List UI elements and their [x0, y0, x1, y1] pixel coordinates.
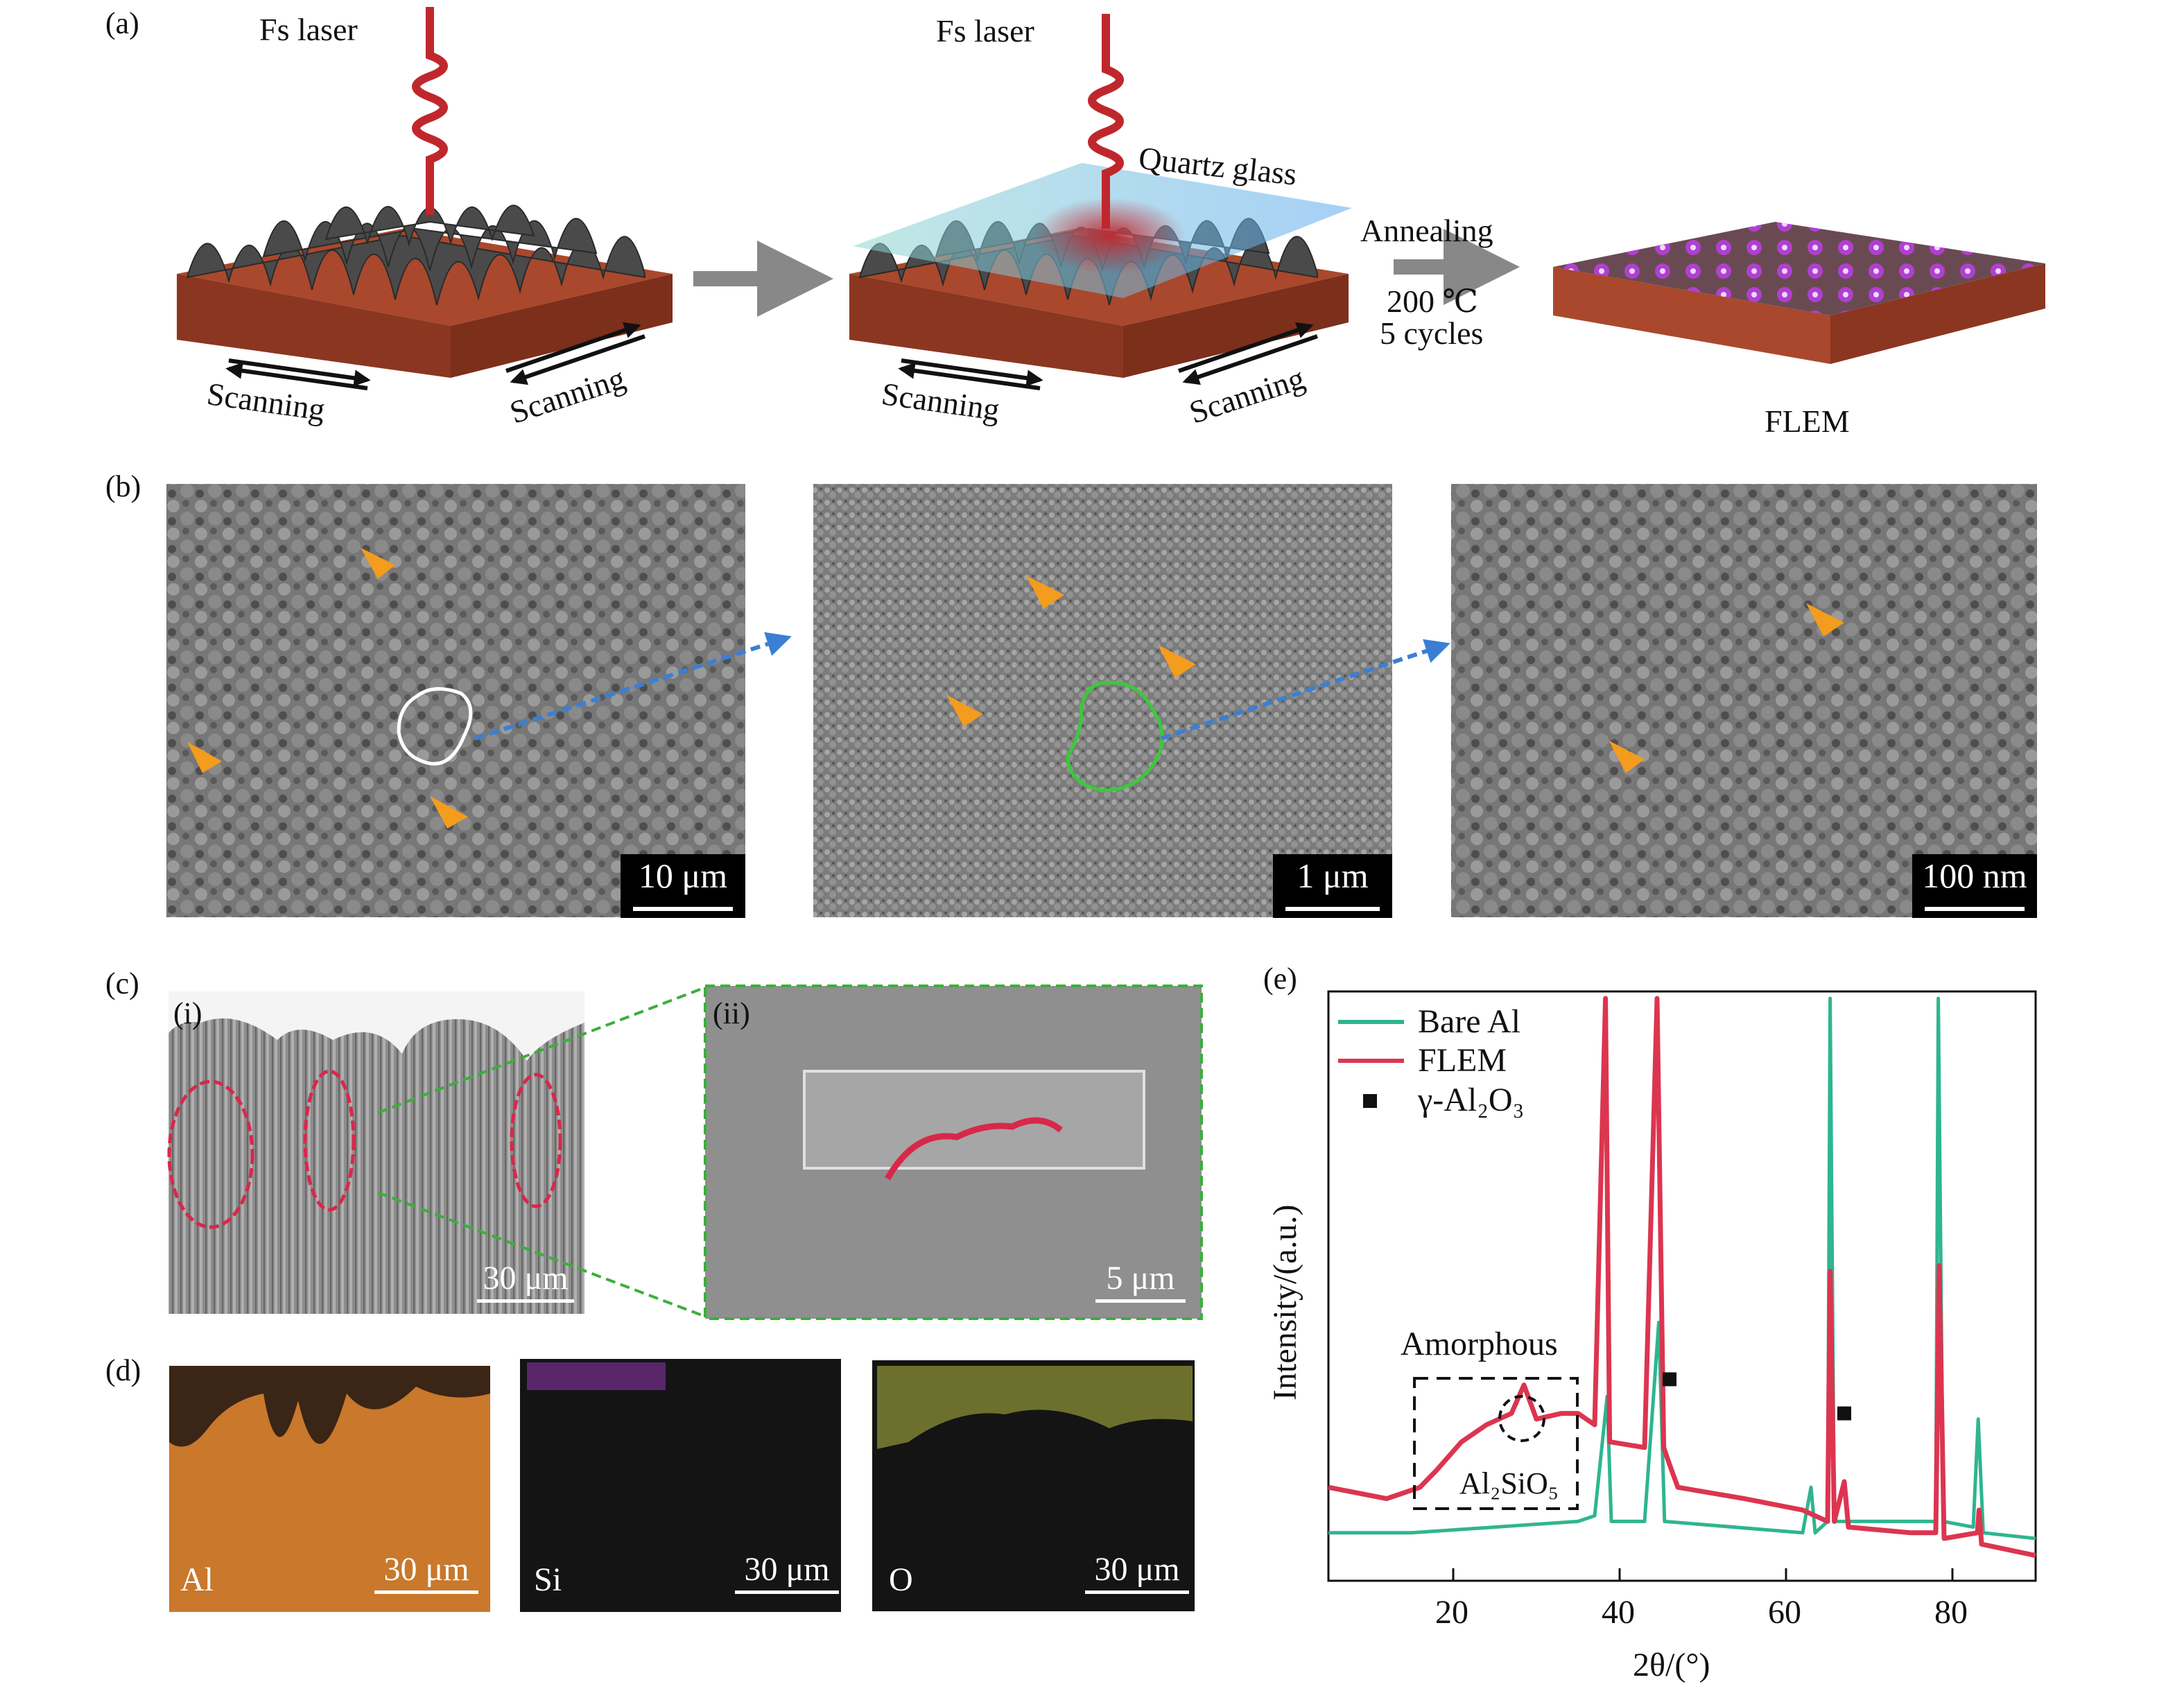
- eds-scale-o: 30 μm: [1085, 1553, 1189, 1594]
- annealing-label: Annealing: [1360, 213, 1493, 248]
- laser-beam-2: [1088, 14, 1124, 229]
- eds-label-si: Si: [534, 1561, 562, 1598]
- link-arrow-2: [1161, 639, 1450, 740]
- panel-a-block-2: [849, 163, 1352, 378]
- xrd-x-tick-label: 20: [1435, 1594, 1468, 1631]
- scan-arrows-1: [225, 322, 645, 390]
- sem-top-white: [168, 991, 584, 1061]
- xrd-ticks: [1452, 1568, 1954, 1581]
- scan-arrows-2: [898, 322, 1318, 390]
- xrd-plot-frame: [1327, 990, 2037, 1582]
- panel-label-c: (c): [105, 966, 139, 1000]
- scalebar-10um: 10 μm: [621, 854, 745, 918]
- scalebar-100nm: 100 nm: [1912, 854, 2037, 918]
- sem-image-100nm: [1451, 484, 2037, 917]
- outline-white: [397, 687, 473, 766]
- flem-label: FLEM: [1765, 404, 1850, 439]
- amorphous-box: [1413, 1377, 1579, 1510]
- xrd-x-tick-label: 60: [1768, 1594, 1801, 1631]
- panel-label-e: (e): [1263, 962, 1297, 996]
- scalebar-1um: 1 μm: [1273, 854, 1392, 918]
- xrd-series-line-flem: [1328, 996, 2036, 1559]
- temperature-label: 200 ℃: [1387, 284, 1478, 319]
- legend-marker-gamma-al2o3: [1363, 1094, 1377, 1108]
- fs-laser-label-1: Fs laser: [259, 12, 358, 47]
- xrd-x-tick-label: 80: [1934, 1594, 1968, 1631]
- eds-label-o: O: [889, 1561, 913, 1598]
- panel-label-a: (a): [105, 6, 139, 40]
- eds-o-band: [877, 1366, 1193, 1449]
- zoom-lines: [377, 987, 704, 1317]
- panel-label-c-ii: (ii): [713, 996, 750, 1030]
- fs-laser-label-2: Fs laser: [936, 13, 1034, 49]
- amorphous-label: Amorphous: [1401, 1326, 1558, 1362]
- panel-label-b: (b): [105, 469, 141, 503]
- feature-arrows: [187, 548, 1844, 829]
- red-ellipses: [167, 1069, 562, 1229]
- lamella-red-feature: [885, 1117, 1063, 1181]
- xrd-x-axis-label: 2θ/(°): [1633, 1647, 1710, 1683]
- legend-gamma-al2o3: γ-Al₂O₃: [1418, 1082, 1525, 1118]
- xrd-series: [1328, 996, 2036, 1559]
- xrd-x-tick-label: 40: [1602, 1594, 1635, 1631]
- scalebar-c-ii: 5 μm: [1095, 1262, 1186, 1303]
- sem-image-1um: [813, 484, 1392, 917]
- xrd-y-axis-label: Intensity/(a.u.): [1267, 1204, 1303, 1401]
- xrd-gamma-al2o3-marker: [1663, 1372, 1676, 1387]
- laser-focus-spot: [1033, 198, 1186, 274]
- sem-image-10um: [166, 484, 745, 917]
- eds-scale-si: 30 μm: [735, 1553, 839, 1594]
- cycles-label: 5 cycles: [1380, 315, 1484, 351]
- al2sio5-label: Al₂SiO₅: [1459, 1466, 1559, 1500]
- eds-scale-al: 30 μm: [374, 1553, 478, 1594]
- panel-label-c-i: (i): [173, 996, 202, 1030]
- eds-si-band: [527, 1362, 666, 1390]
- xrd-markers: [1663, 1372, 1851, 1421]
- xrd-series-line-bare-al: [1328, 996, 2036, 1541]
- eds-map-si: [520, 1359, 841, 1612]
- legend-flem: FLEM: [1418, 1042, 1507, 1079]
- legend-bare-al: Bare Al: [1418, 1003, 1520, 1040]
- panel-a-block-3: [1553, 222, 2045, 364]
- lamella-top: [803, 1070, 1145, 1170]
- eds-label-al: Al: [180, 1561, 214, 1598]
- scalebar-c-i: 5 μm30 μm: [477, 1262, 574, 1303]
- link-arrow-1: [474, 632, 792, 740]
- outline-green: [1066, 680, 1164, 792]
- eds-al-dark-top: [169, 1366, 490, 1447]
- panel-label-d: (d): [105, 1353, 141, 1387]
- panel-a-block-1: [177, 205, 673, 378]
- al2sio5-circle: [1498, 1395, 1545, 1442]
- xrd-gamma-al2o3-marker: [1837, 1406, 1851, 1421]
- laser-beam-1: [412, 7, 448, 215]
